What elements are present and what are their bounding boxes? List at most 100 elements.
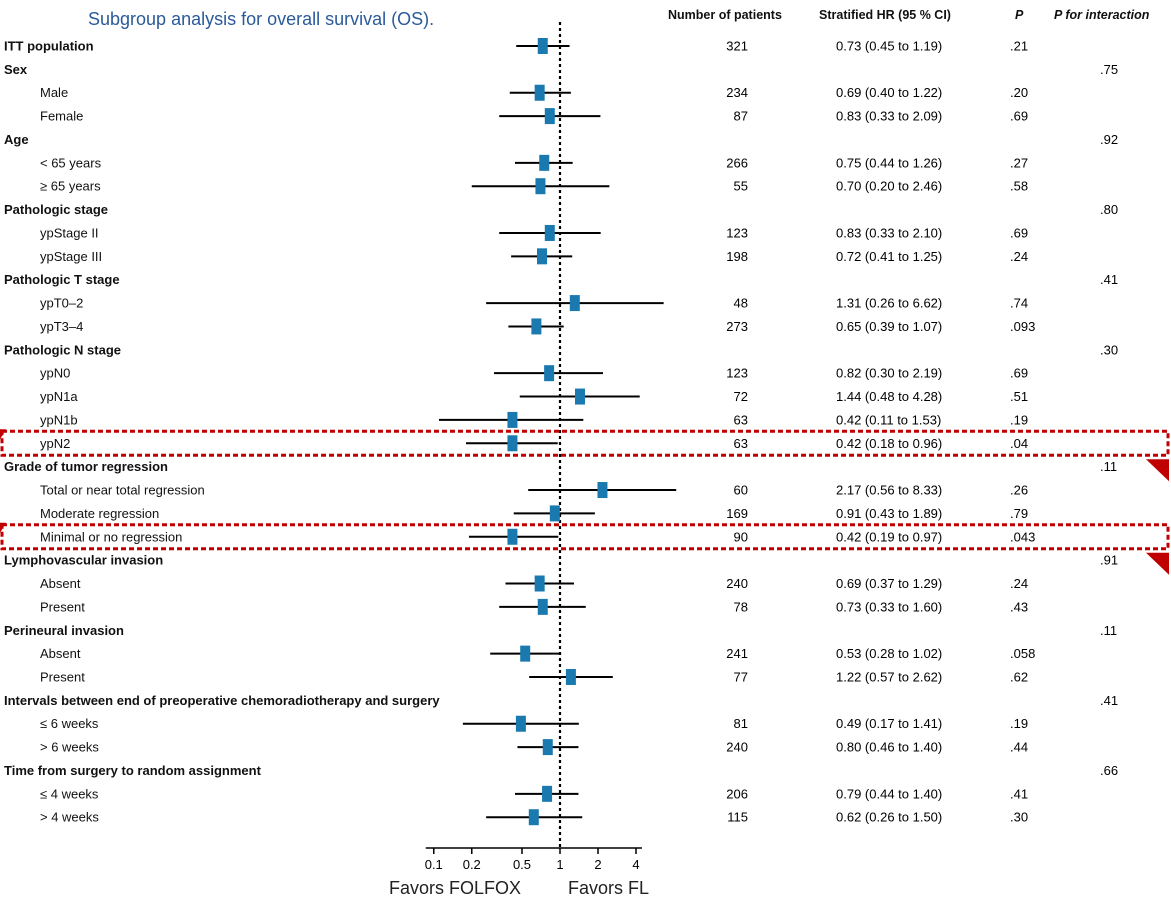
hr-marker [542, 785, 553, 802]
subgroup-label: Total or near total regression [40, 483, 205, 498]
subgroup-label: ypT3–4 [40, 319, 83, 334]
p-value: .058 [1010, 646, 1035, 661]
subgroup-label: Moderate regression [40, 506, 159, 521]
hr-marker [544, 365, 555, 382]
hr-marker [520, 645, 531, 662]
subgroup-label: ypStage II [40, 225, 99, 240]
hr-ci-value: 0.70 (0.20 to 2.46) [836, 179, 942, 194]
hr-marker [507, 528, 518, 545]
p-value: .69 [1010, 366, 1028, 381]
hr-marker [534, 575, 545, 592]
p-value: .043 [1010, 529, 1035, 544]
subgroup-label: < 65 years [40, 155, 102, 170]
patients-value: 72 [734, 389, 748, 404]
hr-ci-value: 0.42 (0.18 to 0.96) [836, 436, 942, 451]
subgroup-label: ypT0–2 [40, 296, 83, 311]
group-label: Grade of tumor regression [4, 459, 168, 474]
p-value: .24 [1010, 576, 1028, 591]
subgroup-label: > 4 weeks [40, 810, 99, 825]
highlight-box [0, 523, 1170, 551]
subgroup-label: Absent [40, 576, 81, 591]
x-tick-label: 0.1 [425, 857, 443, 872]
hr-marker [544, 108, 555, 125]
hr-ci-value: 0.80 (0.46 to 1.40) [836, 740, 942, 755]
patients-value: 78 [734, 599, 748, 614]
hr-ci-value: 0.69 (0.37 to 1.29) [836, 576, 942, 591]
patients-value: 123 [726, 225, 748, 240]
patients-value: 206 [726, 786, 748, 801]
hr-marker [537, 598, 548, 615]
group-label: Time from surgery to random assignment [4, 763, 262, 778]
hr-marker [537, 38, 548, 54]
hr-ci-value: 0.73 (0.45 to 1.19) [836, 39, 942, 54]
patients-value: 273 [726, 319, 748, 334]
hr-ci-value: 2.17 (0.56 to 8.33) [836, 483, 942, 498]
hr-marker [549, 505, 560, 522]
p-value: .51 [1010, 389, 1028, 404]
hr-marker [539, 154, 550, 171]
hr-marker [544, 224, 555, 241]
group-label: Age [4, 132, 29, 147]
patients-value: 81 [734, 716, 748, 731]
highlight-corner [1146, 552, 1169, 575]
highlight-box [0, 429, 1170, 457]
hr-marker [535, 178, 546, 195]
hr-marker [597, 482, 608, 499]
group-label: Pathologic T stage [4, 272, 120, 287]
p-value: .20 [1010, 85, 1028, 100]
p-value: .62 [1010, 669, 1028, 684]
subgroup-label: Minimal or no regression [40, 529, 182, 544]
p-value: .093 [1010, 319, 1035, 334]
hr-marker [569, 295, 580, 312]
subgroup-label: ypN0 [40, 366, 70, 381]
hr-ci-value: 0.72 (0.41 to 1.25) [836, 249, 942, 264]
p-value: .30 [1010, 810, 1028, 825]
subgroup-label: Male [40, 85, 68, 100]
highlight-corner-left [0, 522, 6, 533]
patients-value: 115 [727, 810, 748, 825]
p-interaction-value: .11 [1100, 623, 1117, 638]
patients-value: 77 [734, 669, 748, 684]
p-value: .58 [1010, 179, 1028, 194]
p-interaction-value: .41 [1100, 272, 1118, 287]
patients-value: 63 [734, 412, 748, 427]
hr-marker [528, 809, 539, 826]
subgroup-label: ≥ 65 years [40, 179, 101, 194]
hr-ci-value: 1.44 (0.48 to 4.28) [836, 389, 942, 404]
p-interaction-value: .92 [1100, 132, 1118, 147]
favors-right-label: Favors FL [568, 878, 650, 898]
group-label: Sex [4, 62, 28, 77]
p-value: .79 [1010, 506, 1028, 521]
hr-marker [534, 84, 545, 101]
hr-ci-value: 1.22 (0.57 to 2.62) [836, 669, 942, 684]
group-label: Perineural invasion [4, 623, 124, 638]
patients-value: 240 [726, 740, 748, 755]
subgroup-label: ypStage III [40, 249, 102, 264]
subgroup-label: Present [40, 669, 85, 684]
header-p-interaction: P for interaction [1054, 8, 1150, 22]
patients-value: 321 [726, 39, 748, 54]
hr-ci-value: 0.62 (0.26 to 1.50) [836, 810, 942, 825]
hr-ci-value: 0.42 (0.11 to 1.53) [836, 412, 941, 427]
p-value: .19 [1010, 412, 1028, 427]
p-interaction-value: .75 [1100, 62, 1118, 77]
patients-value: 266 [726, 155, 748, 170]
hr-marker [536, 248, 547, 265]
p-value: .19 [1010, 716, 1028, 731]
patients-value: 123 [726, 366, 748, 381]
hr-marker [542, 739, 553, 756]
p-value: .04 [1010, 436, 1028, 451]
group-label: Pathologic stage [4, 202, 108, 217]
group-label: ITT population [4, 39, 94, 54]
highlight-corner [1146, 459, 1169, 482]
p-value: .21 [1010, 39, 1028, 54]
hr-marker [531, 318, 542, 335]
x-tick-label: 1 [556, 857, 563, 872]
hr-ci-value: 0.69 (0.40 to 1.22) [836, 85, 942, 100]
patients-value: 87 [734, 109, 748, 124]
patients-value: 60 [734, 483, 748, 498]
hr-marker [574, 388, 585, 405]
hr-marker [507, 411, 518, 428]
hr-ci-value: 0.73 (0.33 to 1.60) [836, 599, 942, 614]
subgroup-label: > 6 weeks [40, 740, 99, 755]
